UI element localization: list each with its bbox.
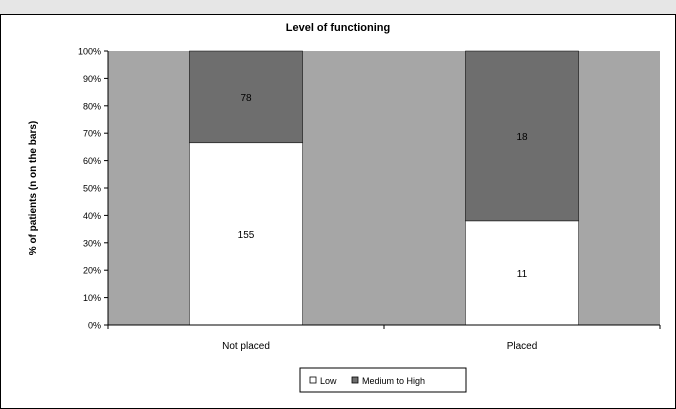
y-tick-label: 70%	[83, 129, 101, 139]
bar-count-label: 78	[240, 93, 252, 104]
y-tick-label: 90%	[83, 74, 101, 84]
bar-count-label: 11	[517, 269, 528, 280]
y-tick-label: 100%	[78, 47, 101, 57]
y-tick-label: 20%	[83, 266, 101, 276]
y-tick-label: 80%	[83, 101, 101, 111]
bar-low-not-placed	[189, 142, 303, 326]
y-tick-label: 60%	[83, 156, 101, 166]
legend: Low Medium to High	[299, 367, 467, 393]
bar-medium-to-high-placed	[465, 50, 579, 222]
y-tick-label: 0%	[88, 321, 101, 331]
y-tick-label: 50%	[83, 184, 101, 194]
legend-swatch-medium-to-high	[351, 376, 359, 384]
legend-box	[299, 367, 467, 393]
axes-group: Not placed Placed 0% 10% 20% 30% 40% 50% 60% 70% 8…	[78, 47, 661, 352]
bar-count-label: 18	[516, 132, 528, 143]
y-tick-label: 40%	[83, 211, 101, 221]
y-tick-label: 10%	[83, 293, 101, 303]
y-axis-label: % of patients (n on the bars)	[28, 121, 39, 255]
x-tick-label: Placed	[507, 341, 538, 352]
legend-label-medium-to-high: Medium to High	[362, 376, 425, 386]
legend-swatch-low	[309, 376, 317, 384]
x-tick-label: Not placed	[222, 341, 270, 352]
bar-count-label: 155	[238, 230, 255, 241]
bar-medium-to-high-not-placed	[189, 50, 303, 144]
window-top-strip	[0, 0, 676, 15]
legend-label-low: Low	[320, 376, 337, 386]
y-tick-label: 30%	[83, 238, 101, 248]
chart-title: Level of functioning	[286, 22, 391, 34]
